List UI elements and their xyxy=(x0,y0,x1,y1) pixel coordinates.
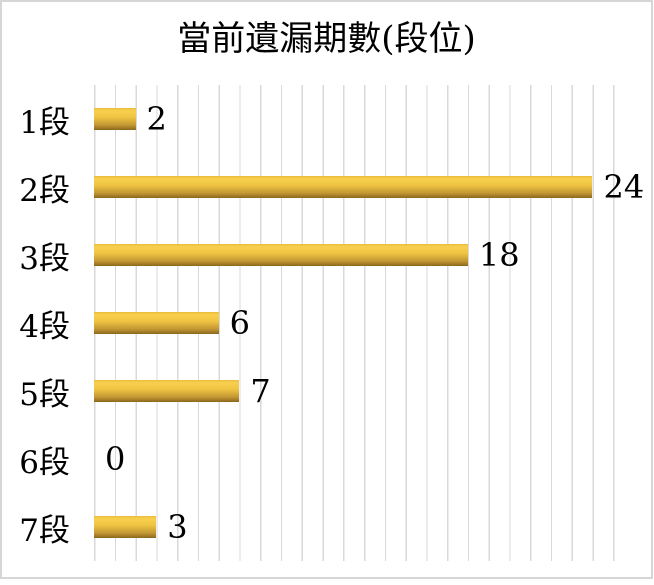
bar xyxy=(94,380,240,402)
chart-title: 當前遺漏期數(段位) xyxy=(177,19,476,59)
category-label: 5段 xyxy=(19,376,70,413)
value-label: 24 xyxy=(603,168,645,206)
value-label: 2 xyxy=(146,100,167,138)
value-label: 18 xyxy=(478,236,520,274)
bar xyxy=(94,176,593,198)
value-label: 0 xyxy=(105,440,126,478)
bar-row: 7 xyxy=(94,357,634,425)
value-label: 7 xyxy=(250,372,271,410)
bar-row: 6 xyxy=(94,289,634,357)
category-label: 6段 xyxy=(19,444,70,481)
category-label: 4段 xyxy=(19,308,70,345)
bar-row: 24 xyxy=(94,153,644,221)
category-label: 2段 xyxy=(19,172,70,209)
category-label: 3段 xyxy=(19,240,70,277)
category-axis: 1段 2段 3段 4段 5段 6段 7段 xyxy=(2,85,78,561)
category-label: 1段 xyxy=(19,104,70,141)
bar-row: 18 xyxy=(94,221,634,289)
value-label: 3 xyxy=(167,508,188,546)
bar xyxy=(94,244,468,266)
value-label: 6 xyxy=(229,304,250,342)
bar xyxy=(94,516,157,538)
plot-area: 2 24 18 6 7 0 3 xyxy=(94,85,644,561)
bar-row: 0 xyxy=(94,425,634,493)
bar xyxy=(94,108,136,130)
bar xyxy=(94,312,219,334)
bar-row: 2 xyxy=(94,85,634,153)
category-label: 7段 xyxy=(19,512,70,549)
bar-row: 3 xyxy=(94,493,634,561)
